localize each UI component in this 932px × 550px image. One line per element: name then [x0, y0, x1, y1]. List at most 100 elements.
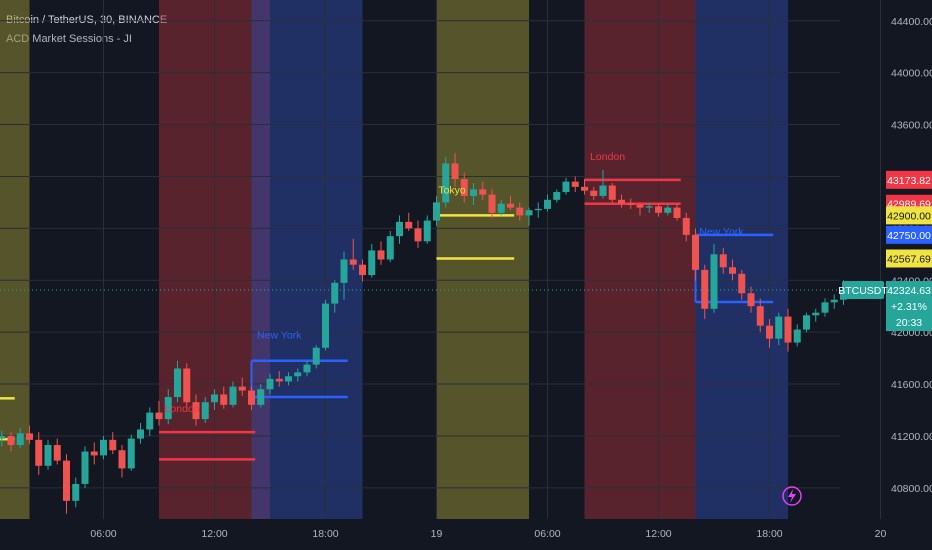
candle	[0, 430, 6, 447]
session-backgrounds	[0, 0, 788, 519]
candle	[710, 243, 718, 313]
candle-body	[710, 254, 718, 309]
candle-body	[100, 439, 107, 456]
last-price-value: 42324.63	[887, 285, 931, 297]
candle-body	[118, 450, 126, 469]
candle-body	[127, 438, 135, 469]
candle-body	[396, 221, 403, 237]
session-label-tokyo: Tokyo	[438, 184, 466, 196]
candle-body	[618, 199, 625, 204]
candle	[331, 280, 339, 313]
candle	[266, 373, 274, 395]
candle	[488, 189, 496, 218]
candle	[793, 324, 801, 347]
candle-body	[229, 386, 237, 405]
candle	[451, 153, 459, 187]
candle-body	[340, 259, 348, 283]
candle-body	[155, 412, 163, 420]
last-price-tag: 42324.63 +2.31% 20:33	[886, 281, 932, 332]
grid	[0, 0, 881, 519]
price-tick-label: 41200.00	[891, 431, 932, 443]
candle	[618, 194, 625, 208]
time-tick-label: 19	[431, 528, 443, 540]
candle-body	[294, 372, 302, 377]
time-axis[interactable]: 06:00 12:00 18:00 19 06:00 12:00 18:00 20	[90, 528, 886, 540]
candle	[516, 202, 524, 221]
time-tick-label: 12:00	[201, 528, 227, 540]
candle	[627, 198, 635, 209]
candle	[285, 372, 292, 386]
last-price-change: +2.31%	[891, 301, 927, 313]
candle-body	[590, 190, 598, 196]
candle-body	[636, 205, 644, 208]
candle-body	[26, 433, 33, 440]
candle	[775, 312, 783, 346]
price-tag-newyork: 42750.00	[886, 225, 932, 244]
session-band-london	[584, 0, 696, 519]
candle	[812, 308, 820, 322]
candle	[784, 308, 792, 352]
candle	[174, 360, 181, 403]
candle-body	[359, 264, 366, 276]
time-tick-label: 18:00	[312, 528, 338, 540]
candle-body	[146, 412, 154, 430]
price-tag-tokyo: 42567.69	[886, 249, 932, 268]
symbol-tag: BTCUSDT	[838, 281, 888, 300]
candle	[608, 182, 616, 203]
price-tick-label: 43600.00	[891, 120, 932, 132]
candle	[599, 169, 607, 199]
candle-body	[470, 189, 477, 196]
candle-body	[821, 302, 829, 313]
candle	[655, 203, 662, 217]
candle	[81, 446, 89, 488]
candle	[26, 425, 33, 444]
price-tags: 43173.8242989.6942900.0042750.0042567.69…	[838, 170, 932, 332]
candle-body	[201, 402, 209, 420]
candle-body	[673, 207, 681, 218]
candle-body	[830, 299, 838, 303]
candle	[386, 230, 394, 263]
candle	[220, 386, 228, 409]
candle	[238, 377, 246, 396]
candle-body	[90, 451, 98, 456]
candle-body	[562, 181, 570, 193]
candle-body	[719, 254, 727, 268]
candle-body	[525, 210, 533, 216]
chart-symbol-title: Bitcoin / TetherUS, 30, BINANCE	[6, 14, 168, 26]
candle-body	[192, 402, 200, 420]
session-band-tokyo	[0, 0, 30, 519]
candle	[590, 186, 598, 200]
lightning-icon[interactable]	[782, 486, 802, 506]
candle-body	[275, 378, 283, 382]
price-tag-bg	[886, 206, 932, 225]
candles	[0, 153, 847, 514]
candle-body	[488, 194, 496, 213]
candle-body	[63, 460, 70, 501]
candle	[636, 202, 644, 216]
time-tick-label: 06:00	[90, 528, 116, 540]
candle-body	[793, 329, 801, 343]
candle-body	[322, 303, 329, 348]
lightning-icon-bolt	[788, 489, 796, 503]
candle	[303, 360, 311, 377]
candle-body	[553, 192, 561, 200]
session-label-newyork: New York	[257, 330, 302, 342]
candle	[553, 189, 561, 203]
candle	[738, 269, 746, 300]
candle	[63, 454, 70, 514]
candle-body	[331, 282, 339, 304]
candle-body	[729, 267, 736, 274]
candle-body	[368, 250, 376, 276]
candle	[127, 434, 135, 471]
session-band-newyork	[695, 0, 788, 519]
candle	[803, 312, 810, 333]
candle	[442, 156, 450, 208]
candle-body	[479, 189, 487, 195]
price-tick-label: 44400.00	[891, 16, 932, 28]
price-tag-london: 43173.82	[886, 170, 932, 189]
candle	[766, 319, 773, 348]
lightning-icon-ring	[782, 486, 802, 506]
candle	[35, 432, 43, 475]
candle	[423, 215, 431, 244]
